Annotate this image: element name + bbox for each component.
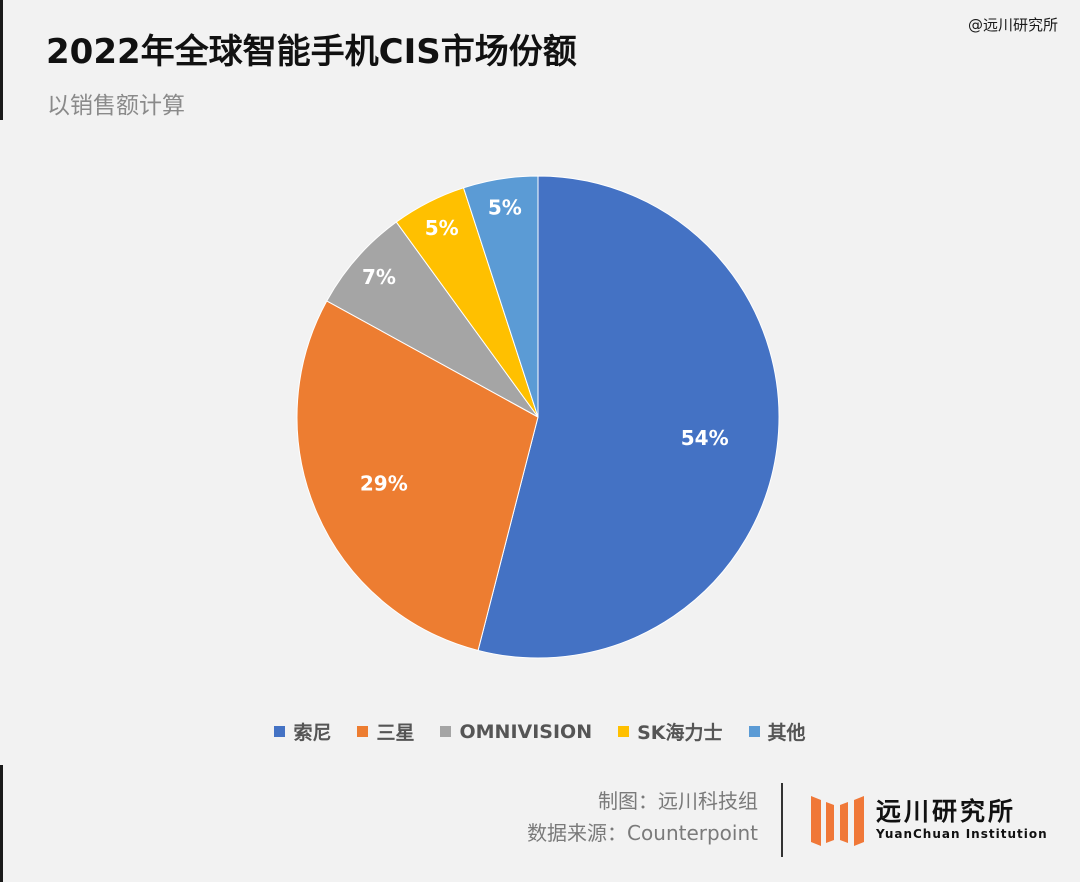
data-label-sk-hynix: 5%	[425, 216, 459, 240]
credit-chart-maker: 制图：远川科技组	[598, 789, 758, 813]
logo-name: 远川研究所	[876, 797, 1017, 826]
legend-item-sk-hynix: SK海力士	[618, 718, 723, 745]
pie-slice-others	[462, 175, 539, 418]
legend-swatch-others	[748, 726, 760, 737]
watermark: @远川研究所	[967, 16, 1058, 34]
legend-label-samsung: 三星	[376, 722, 415, 744]
yuanchuan-logo: 远川研究所 YuanChuan Institution	[810, 790, 1060, 850]
legend-swatch-samsung	[357, 726, 369, 737]
pie-chart: 54% 29% 7% 5% 5%	[296, 175, 780, 659]
data-label-omnivision: 7%	[362, 265, 396, 289]
chart-legend: 索尼 三星 OMNIVISION SK海力士 其他	[0, 718, 1080, 745]
legend-swatch-sk-hynix	[618, 726, 630, 737]
data-label-sony: 54%	[681, 426, 729, 450]
left-edge-bar-top	[0, 0, 3, 120]
legend-swatch-sony	[274, 726, 286, 737]
pie-labels: 54% 29% 7% 5% 5%	[360, 196, 729, 496]
left-edge-bar-bottom	[0, 765, 3, 882]
legend-label-sony: 索尼	[293, 722, 332, 744]
footer-divider	[781, 783, 783, 857]
chart-subtitle: 以销售额计算	[47, 93, 185, 119]
legend-label-omnivision: OMNIVISION	[459, 720, 593, 743]
pie-slice-omnivision	[326, 221, 539, 418]
data-label-samsung: 29%	[360, 472, 408, 496]
pie-slice-sony	[477, 175, 780, 659]
chart-title: 2022年全球智能手机CIS市场份额	[46, 32, 577, 72]
credit-data-source: 数据来源：Counterpoint	[527, 821, 758, 845]
legend-swatch-omnivision	[440, 726, 452, 737]
pie-slices	[296, 175, 780, 659]
legend-label-sk-hynix: SK海力士	[637, 722, 723, 744]
legend-item-sony: 索尼	[274, 718, 331, 745]
credits: 制图：远川科技组 数据来源：Counterpoint	[527, 785, 758, 849]
legend-label-others: 其他	[767, 722, 806, 744]
legend-item-omnivision: OMNIVISION	[440, 721, 592, 743]
legend-item-others: 其他	[748, 718, 806, 745]
pie-slice-samsung	[296, 300, 539, 652]
four-bars-logo-icon	[811, 796, 864, 846]
logo-subtitle: YuanChuan Institution	[876, 827, 1048, 841]
data-label-others: 5%	[488, 196, 522, 220]
legend-item-samsung: 三星	[357, 718, 414, 745]
